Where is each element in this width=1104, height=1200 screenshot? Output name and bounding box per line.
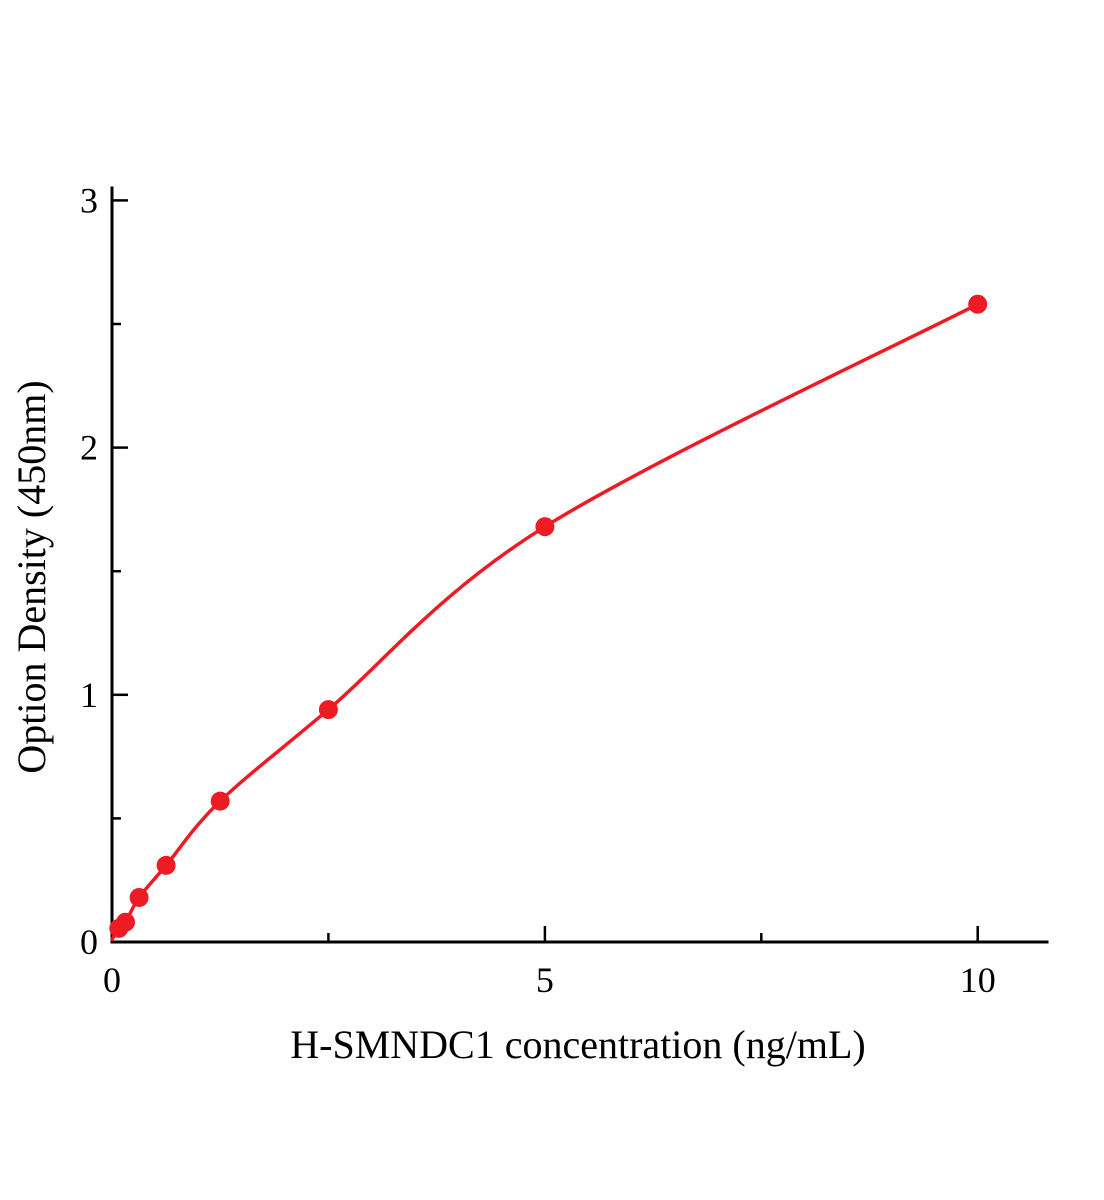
data-point-marker	[318, 700, 338, 720]
x-tick-label: 10	[960, 960, 996, 1000]
data-points	[109, 294, 988, 938]
axis-lines	[110, 186, 1049, 944]
data-point-marker	[968, 294, 988, 314]
x-tick-label: 0	[103, 960, 121, 1000]
y-tick-label: 3	[80, 180, 98, 220]
y-tick-label: 1	[80, 675, 98, 715]
data-point-marker	[210, 791, 230, 811]
x-tick-label: 5	[536, 960, 554, 1000]
y-tick-label: 2	[80, 428, 98, 468]
data-point-marker	[156, 855, 176, 875]
y-axis-title: Option Density (450nm)	[9, 380, 54, 773]
data-point-marker	[535, 517, 555, 537]
y-tick-label: 0	[80, 922, 98, 962]
data-point-marker	[129, 888, 149, 907]
x-axis-title: H-SMNDC1 concentration (ng/mL)	[290, 1022, 865, 1067]
axes	[110, 186, 1049, 944]
data-point-marker	[116, 912, 135, 932]
axis-tick-labels: 0 5 10 0 1 2 3	[80, 180, 996, 1000]
